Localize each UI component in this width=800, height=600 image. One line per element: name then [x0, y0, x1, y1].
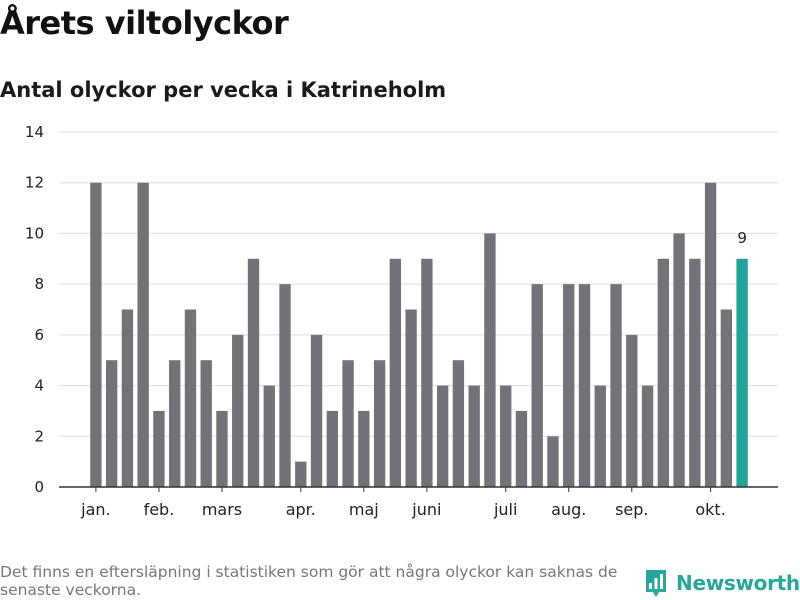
bar — [578, 284, 591, 487]
x-tick-label: maj — [349, 500, 379, 519]
newsworthy-chart-icon — [646, 570, 666, 597]
bar — [184, 309, 197, 487]
y-tick-label: 14 — [25, 123, 44, 141]
bar — [563, 284, 575, 487]
bar — [673, 233, 685, 487]
bar — [342, 360, 354, 487]
bar — [216, 410, 228, 487]
x-tick-label: juni — [411, 500, 441, 519]
x-tick-label: mars — [202, 500, 242, 519]
bar — [500, 385, 512, 487]
bar — [610, 284, 622, 487]
bars — [90, 182, 748, 487]
bar — [626, 334, 638, 487]
bar — [436, 385, 449, 487]
bar — [169, 360, 181, 487]
x-tick-label: aug. — [551, 500, 586, 519]
bar — [153, 410, 165, 487]
bar — [247, 258, 260, 487]
y-tick-label: 6 — [34, 326, 44, 344]
y-tick-label: 10 — [25, 224, 44, 242]
x-tick-label: sep. — [615, 500, 648, 519]
bar-chart: 0 2 4 6 8 10 12 14 jan. feb. mars apr. maj juni juli a… — [25, 123, 778, 519]
bar — [547, 436, 559, 487]
gridlines — [59, 131, 778, 437]
bar — [421, 258, 433, 487]
y-tick-label: 2 — [34, 427, 44, 445]
bar — [326, 410, 338, 487]
data-label-latest: 9 — [737, 229, 747, 247]
x-tick-label: apr. — [286, 500, 316, 519]
y-tick-label: 8 — [34, 275, 44, 293]
x-tick-label: jan. — [80, 500, 110, 519]
data-labels: 9 — [737, 229, 747, 247]
newsworthy-logo[interactable]: Newsworthy — [644, 568, 800, 598]
bar — [200, 360, 212, 487]
bar — [641, 385, 654, 487]
footnote: Det finns en eftersläpning i statistiken… — [0, 563, 618, 599]
x-axis-ticks: jan. feb. mars apr. maj juni juli aug. sep. okt. — [80, 487, 726, 519]
bar — [105, 360, 118, 487]
bar — [90, 182, 102, 487]
bar — [405, 309, 417, 487]
x-tick-label: juli — [493, 500, 517, 519]
chart-title: Årets viltolyckor — [0, 4, 289, 42]
bar — [484, 233, 496, 487]
bar — [310, 334, 323, 487]
y-tick-label: 4 — [34, 377, 44, 395]
bar — [657, 258, 669, 487]
bar — [263, 385, 275, 487]
bar — [279, 284, 291, 487]
bar — [137, 182, 149, 487]
bar — [515, 410, 528, 487]
bar — [232, 334, 244, 487]
bar — [531, 284, 543, 487]
bar — [452, 360, 465, 487]
x-tick-label: okt. — [695, 500, 725, 519]
bar-highlight — [736, 258, 748, 487]
bar — [704, 182, 717, 487]
bar — [295, 461, 307, 487]
bar — [468, 385, 480, 487]
y-tick-label: 12 — [25, 174, 44, 192]
y-tick-label: 0 — [34, 478, 44, 496]
bar — [358, 410, 370, 487]
bar — [689, 258, 701, 487]
bar — [121, 309, 134, 487]
x-tick-label: feb. — [144, 500, 175, 519]
bar — [594, 385, 606, 487]
bar — [373, 360, 386, 487]
bar — [720, 309, 733, 487]
brand-name: Newsworthy — [676, 571, 800, 595]
chart-subtitle: Antal olyckor per vecka i Katrineholm — [0, 78, 447, 102]
bar — [389, 258, 402, 487]
y-axis-ticks: 0 2 4 6 8 10 12 14 — [25, 123, 44, 496]
